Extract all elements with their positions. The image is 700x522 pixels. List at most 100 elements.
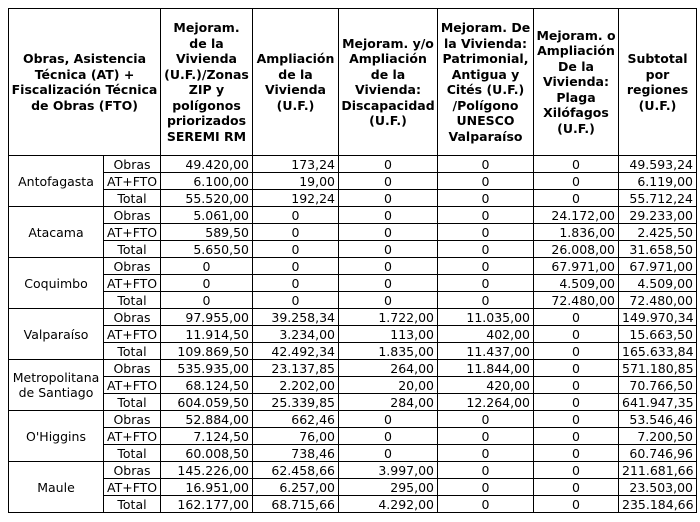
value-cell: 0 [252,291,339,309]
row-label: Total [103,393,161,411]
value-cell: 49.420,00 [160,155,253,173]
value-cell: 68.124,50 [160,376,253,394]
table-row: Total 109.869,50 42.492,34 1.835,00 11.437,0… [9,342,697,360]
row-label: Total [103,342,161,360]
row-label: Total [103,240,161,258]
value-cell: 0 [252,240,339,258]
value-cell: 264,00 [338,359,438,377]
value-cell: 0 [160,291,253,309]
column-header: Mejoram. y/o Ampliación de la Vivienda: … [338,8,438,156]
row-label: AT+FTO [103,223,161,241]
table-row: Antofagasta Obras 49.420,00 173,24 0 0 0 49.593… [8,155,697,207]
value-cell: 19,00 [252,172,339,190]
value-cell: 6.100,00 [160,172,253,190]
column-header: Obras, Asistencia Técnica (AT) + Fiscali… [8,8,161,156]
region-name: Metropolitana de Santiago [8,359,104,411]
table-row: Valparaíso Obras 97.955,00 39.258,34 1.722,0… [8,308,697,360]
value-cell: 15.663,50 [618,325,697,343]
table-row: AT+FTO 6.100,00 19,00 0 0 0 6.119,00 [9,172,697,190]
value-cell: 60.746,96 [618,444,697,462]
value-cell: 162.177,00 [160,495,253,513]
value-cell: 0 [437,257,534,275]
value-cell: 535.935,00 [160,359,253,377]
value-cell: 0 [533,359,619,377]
value-cell: 0 [437,206,534,224]
value-cell: 0 [533,444,619,462]
value-cell: 0 [338,189,438,207]
value-cell: 0 [437,478,534,496]
table-row: AT+FTO 0 0 0 0 4.509,00 4.509,00 [9,274,697,292]
value-cell: 149.970,34 [618,308,697,326]
value-cell: 0 [533,393,619,411]
value-cell: 738,46 [252,444,339,462]
value-cell: 3.234,00 [252,325,339,343]
value-cell: 39.258,34 [252,308,339,326]
value-cell: 0 [533,172,619,190]
value-cell: 284,00 [338,393,438,411]
value-cell: 2.202,00 [252,376,339,394]
value-cell: 0 [437,155,534,173]
value-cell: 0 [437,461,534,479]
value-cell: 6.119,00 [618,172,697,190]
value-cell: 4.292,00 [338,495,438,513]
table-row: O'Higgins Obras 52.884,00 662,46 0 0 0 53.546,4… [8,410,697,462]
value-cell: 0 [338,206,438,224]
row-label: Obras [103,308,161,326]
value-cell: 97.955,00 [160,308,253,326]
value-cell: 0 [252,274,339,292]
value-cell: 0 [338,444,438,462]
value-cell: 53.546,46 [618,410,697,428]
value-cell: 55.712,24 [618,189,697,207]
value-cell: 26.008,00 [533,240,619,258]
value-cell: 0 [533,478,619,496]
value-cell: 1.722,00 [338,308,438,326]
table-row: Metropolitana de Santiago Obras 535.935,00… [8,359,697,411]
value-cell: 49.593,24 [618,155,697,173]
value-cell: 0 [533,155,619,173]
table-row: AT+FTO 589,50 0 0 0 1.836,00 2.425,50 [9,223,697,241]
table-body: Antofagasta Obras 49.420,00 173,24 0 0 0 49.593… [8,155,697,513]
value-cell: 55.520,00 [160,189,253,207]
region-name: Atacama [8,206,104,258]
value-cell: 113,00 [338,325,438,343]
value-cell: 0 [437,274,534,292]
table-row: Total 604.059,50 25.339,85 284,00 12.264,00 0… [9,393,697,411]
table-row: Total 162.177,00 68.715,66 4.292,00 0 0 235.18… [9,495,697,513]
value-cell: 68.715,66 [252,495,339,513]
region-name: Antofagasta [8,155,104,207]
value-cell: 589,50 [160,223,253,241]
column-header: Ampliación de la Vivienda (U.F.) [252,8,339,156]
value-cell: 7.200,50 [618,427,697,445]
value-cell: 0 [437,410,534,428]
value-cell: 0 [252,206,339,224]
table-row: AT+FTO 11.914,50 3.234,00 113,00 402,00 0 15.6… [9,325,697,343]
value-cell: 0 [437,240,534,258]
row-label: AT+FTO [103,325,161,343]
value-cell: 662,46 [252,410,339,428]
row-label: AT+FTO [103,172,161,190]
value-cell: 0 [533,325,619,343]
table-row: Total 5.650,50 0 0 0 26.008,00 31.658,50 [9,240,697,258]
value-cell: 0 [338,291,438,309]
value-cell: 3.997,00 [338,461,438,479]
value-cell: 0 [437,172,534,190]
value-cell: 6.257,00 [252,478,339,496]
value-cell: 4.509,00 [533,274,619,292]
row-label: Total [103,189,161,207]
value-cell: 67.971,00 [618,257,697,275]
column-header: Mejoram. De la Vivienda: Patrimonial, An… [437,8,534,156]
data-table: Obras, Asistencia Técnica (AT) + Fiscali… [8,8,697,513]
value-cell: 173,24 [252,155,339,173]
value-cell: 60.008,50 [160,444,253,462]
value-cell: 23.137,85 [252,359,339,377]
row-label: AT+FTO [103,478,161,496]
value-cell: 0 [533,308,619,326]
value-cell: 31.658,50 [618,240,697,258]
value-cell: 20,00 [338,376,438,394]
value-cell: 5.061,00 [160,206,253,224]
value-cell: 72.480,00 [618,291,697,309]
value-cell: 42.492,34 [252,342,339,360]
row-label: Obras [103,155,161,173]
row-label: AT+FTO [103,376,161,394]
